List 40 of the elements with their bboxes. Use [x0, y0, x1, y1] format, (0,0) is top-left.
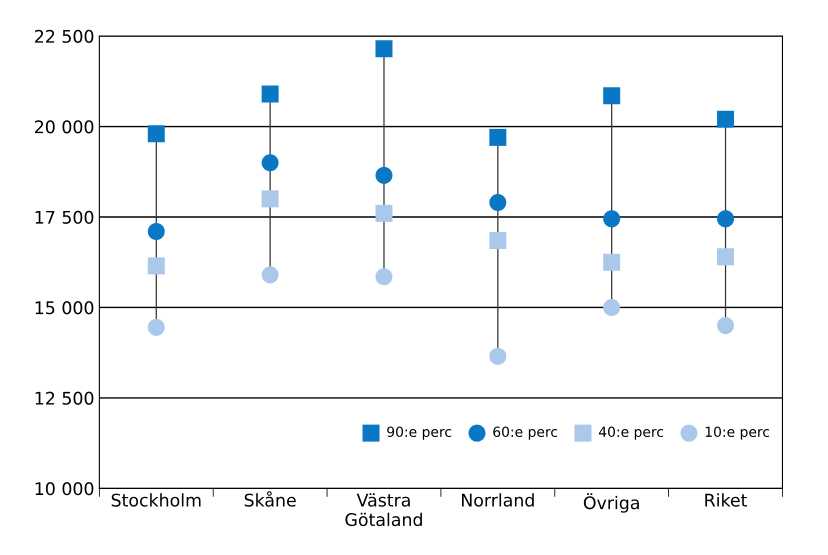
y-tick-label: 22 500	[35, 30, 94, 43]
point	[489, 348, 506, 365]
point	[717, 110, 734, 128]
point	[375, 268, 392, 286]
point	[262, 85, 279, 102]
point	[262, 154, 279, 172]
point	[375, 204, 392, 222]
point	[262, 266, 279, 284]
y-tick-label: 15 000	[36, 301, 94, 314]
x-tick-label: Skåne	[244, 491, 296, 507]
point	[603, 298, 620, 316]
y-tick-label: 12 500	[36, 392, 94, 405]
point	[717, 248, 734, 266]
legend-label: 40:e perc	[598, 426, 664, 440]
point	[148, 125, 165, 142]
point	[603, 254, 620, 271]
y-tick-label: 10 000	[36, 482, 94, 496]
point	[148, 318, 165, 336]
x-tick-label: Västra Götaland	[345, 493, 422, 526]
legend-label: 60:e perc	[493, 426, 558, 440]
legend-label: 90:e perc	[387, 426, 452, 440]
point	[148, 257, 165, 274]
point	[489, 128, 506, 146]
x-tick-label: Riket	[705, 493, 748, 507]
x-tick-label: Stockholm	[112, 493, 201, 507]
point	[489, 232, 506, 250]
point	[489, 194, 506, 212]
point	[375, 40, 392, 58]
x-tick-label: Norrland	[462, 493, 534, 507]
point	[603, 210, 620, 228]
legend-label: 10:e perc	[706, 426, 770, 440]
point	[717, 317, 734, 334]
y-tick-label: 20 000	[35, 120, 94, 134]
point	[375, 166, 392, 184]
point	[717, 210, 734, 228]
point	[262, 190, 279, 208]
x-tick-label: Övriga	[584, 493, 639, 513]
point	[603, 87, 620, 104]
y-tick-label: 17 500	[36, 210, 94, 224]
point	[148, 222, 165, 240]
